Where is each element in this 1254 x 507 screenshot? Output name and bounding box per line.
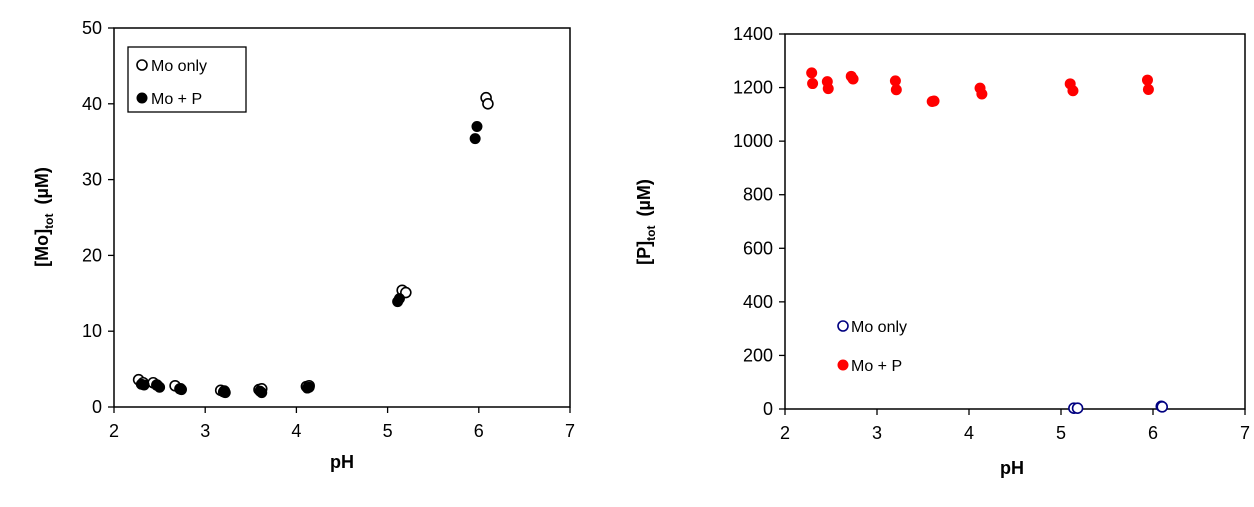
series-mo-only [1068, 400, 1168, 414]
y-tick-label: 1200 [733, 78, 773, 98]
y-tick-label: 0 [763, 399, 773, 419]
x-tick-label: 5 [383, 421, 393, 441]
y-axis-label-sub: tot [42, 214, 56, 229]
series-mo-p [806, 67, 1154, 107]
x-tick-label: 4 [291, 421, 301, 441]
legend: Mo only Mo + P [837, 319, 907, 375]
legend-marker [136, 59, 148, 71]
data-point [154, 381, 166, 393]
data-point [847, 73, 859, 85]
legend-label: Mo + P [851, 358, 902, 375]
y-tick-label: 800 [743, 185, 773, 205]
data-point [1067, 85, 1079, 97]
legend-marker [837, 320, 849, 332]
data-point [219, 387, 231, 399]
data-point [138, 379, 150, 391]
data-point [890, 84, 902, 96]
data-point [175, 384, 187, 396]
y-axis-label: [Mo]tot (µM) [32, 167, 56, 267]
x-tick-label: 6 [474, 421, 484, 441]
x-tick-label: 3 [200, 421, 210, 441]
x-tick-label: 2 [780, 423, 790, 443]
data-point [482, 98, 494, 110]
plot-frame [784, 33, 1246, 410]
data-point [469, 133, 481, 145]
x-tick-label: 5 [1056, 423, 1066, 443]
y-tick-label: 50 [82, 18, 102, 38]
data-point [256, 387, 268, 399]
x-tick-label: 7 [565, 421, 575, 441]
y-tick-label: 10 [82, 321, 102, 341]
data-point [1142, 83, 1154, 95]
y-tick-label: 30 [82, 170, 102, 190]
data-point [1141, 74, 1153, 86]
data-point [822, 83, 834, 95]
legend-marker [136, 92, 148, 104]
y-tick-label: 40 [82, 94, 102, 114]
y-tick-label: 1400 [733, 24, 773, 44]
y-axis-label-main: [P] [634, 241, 654, 265]
data-point [393, 293, 405, 305]
y-axis-label-sub: tot [644, 226, 658, 241]
y-tick-label: 600 [743, 238, 773, 258]
y-tick-label: 20 [82, 245, 102, 265]
y-tick-label: 200 [743, 345, 773, 365]
plot-frame [113, 27, 571, 408]
data-point [807, 78, 819, 90]
data-point [928, 95, 940, 107]
data-point [1071, 402, 1084, 414]
legend-label: Mo only [851, 319, 907, 336]
y-tick-label: 0 [92, 397, 102, 417]
y-axis-label: [P]tot (µM) [634, 179, 658, 265]
data-point [1156, 401, 1168, 413]
x-tick-label: 2 [109, 421, 119, 441]
x-axis-label: pH [1000, 458, 1024, 478]
data-point [303, 381, 315, 393]
x-tick-label: 6 [1148, 423, 1158, 443]
x-tick-label: 4 [964, 423, 974, 443]
x-axis-label: pH [330, 452, 354, 472]
x-tick-label: 3 [872, 423, 882, 443]
legend-label: Mo only [151, 58, 207, 75]
legend-label: Mo + P [151, 91, 202, 108]
y-tick-label: 1000 [733, 131, 773, 151]
data-point [806, 67, 818, 79]
data-point [976, 88, 988, 100]
y-axis-label-unit: (µM) [634, 179, 654, 221]
legend-box [127, 46, 247, 113]
y-axis-label-unit: (µM) [32, 167, 52, 209]
legend-marker [837, 359, 849, 371]
y-axis-label-main: [Mo] [32, 229, 52, 267]
series-mo-only [132, 91, 494, 397]
series-mo-p [135, 121, 483, 399]
chart-2: 2 3 4 5 6 7 0 200 400 600 800 1000 1200 1400 pH [P]tot … [634, 24, 1250, 478]
y-tick-label: 400 [743, 292, 773, 312]
data-point [471, 121, 483, 133]
legend: Mo only Mo + P [127, 46, 247, 113]
x-tick-label: 7 [1240, 423, 1250, 443]
